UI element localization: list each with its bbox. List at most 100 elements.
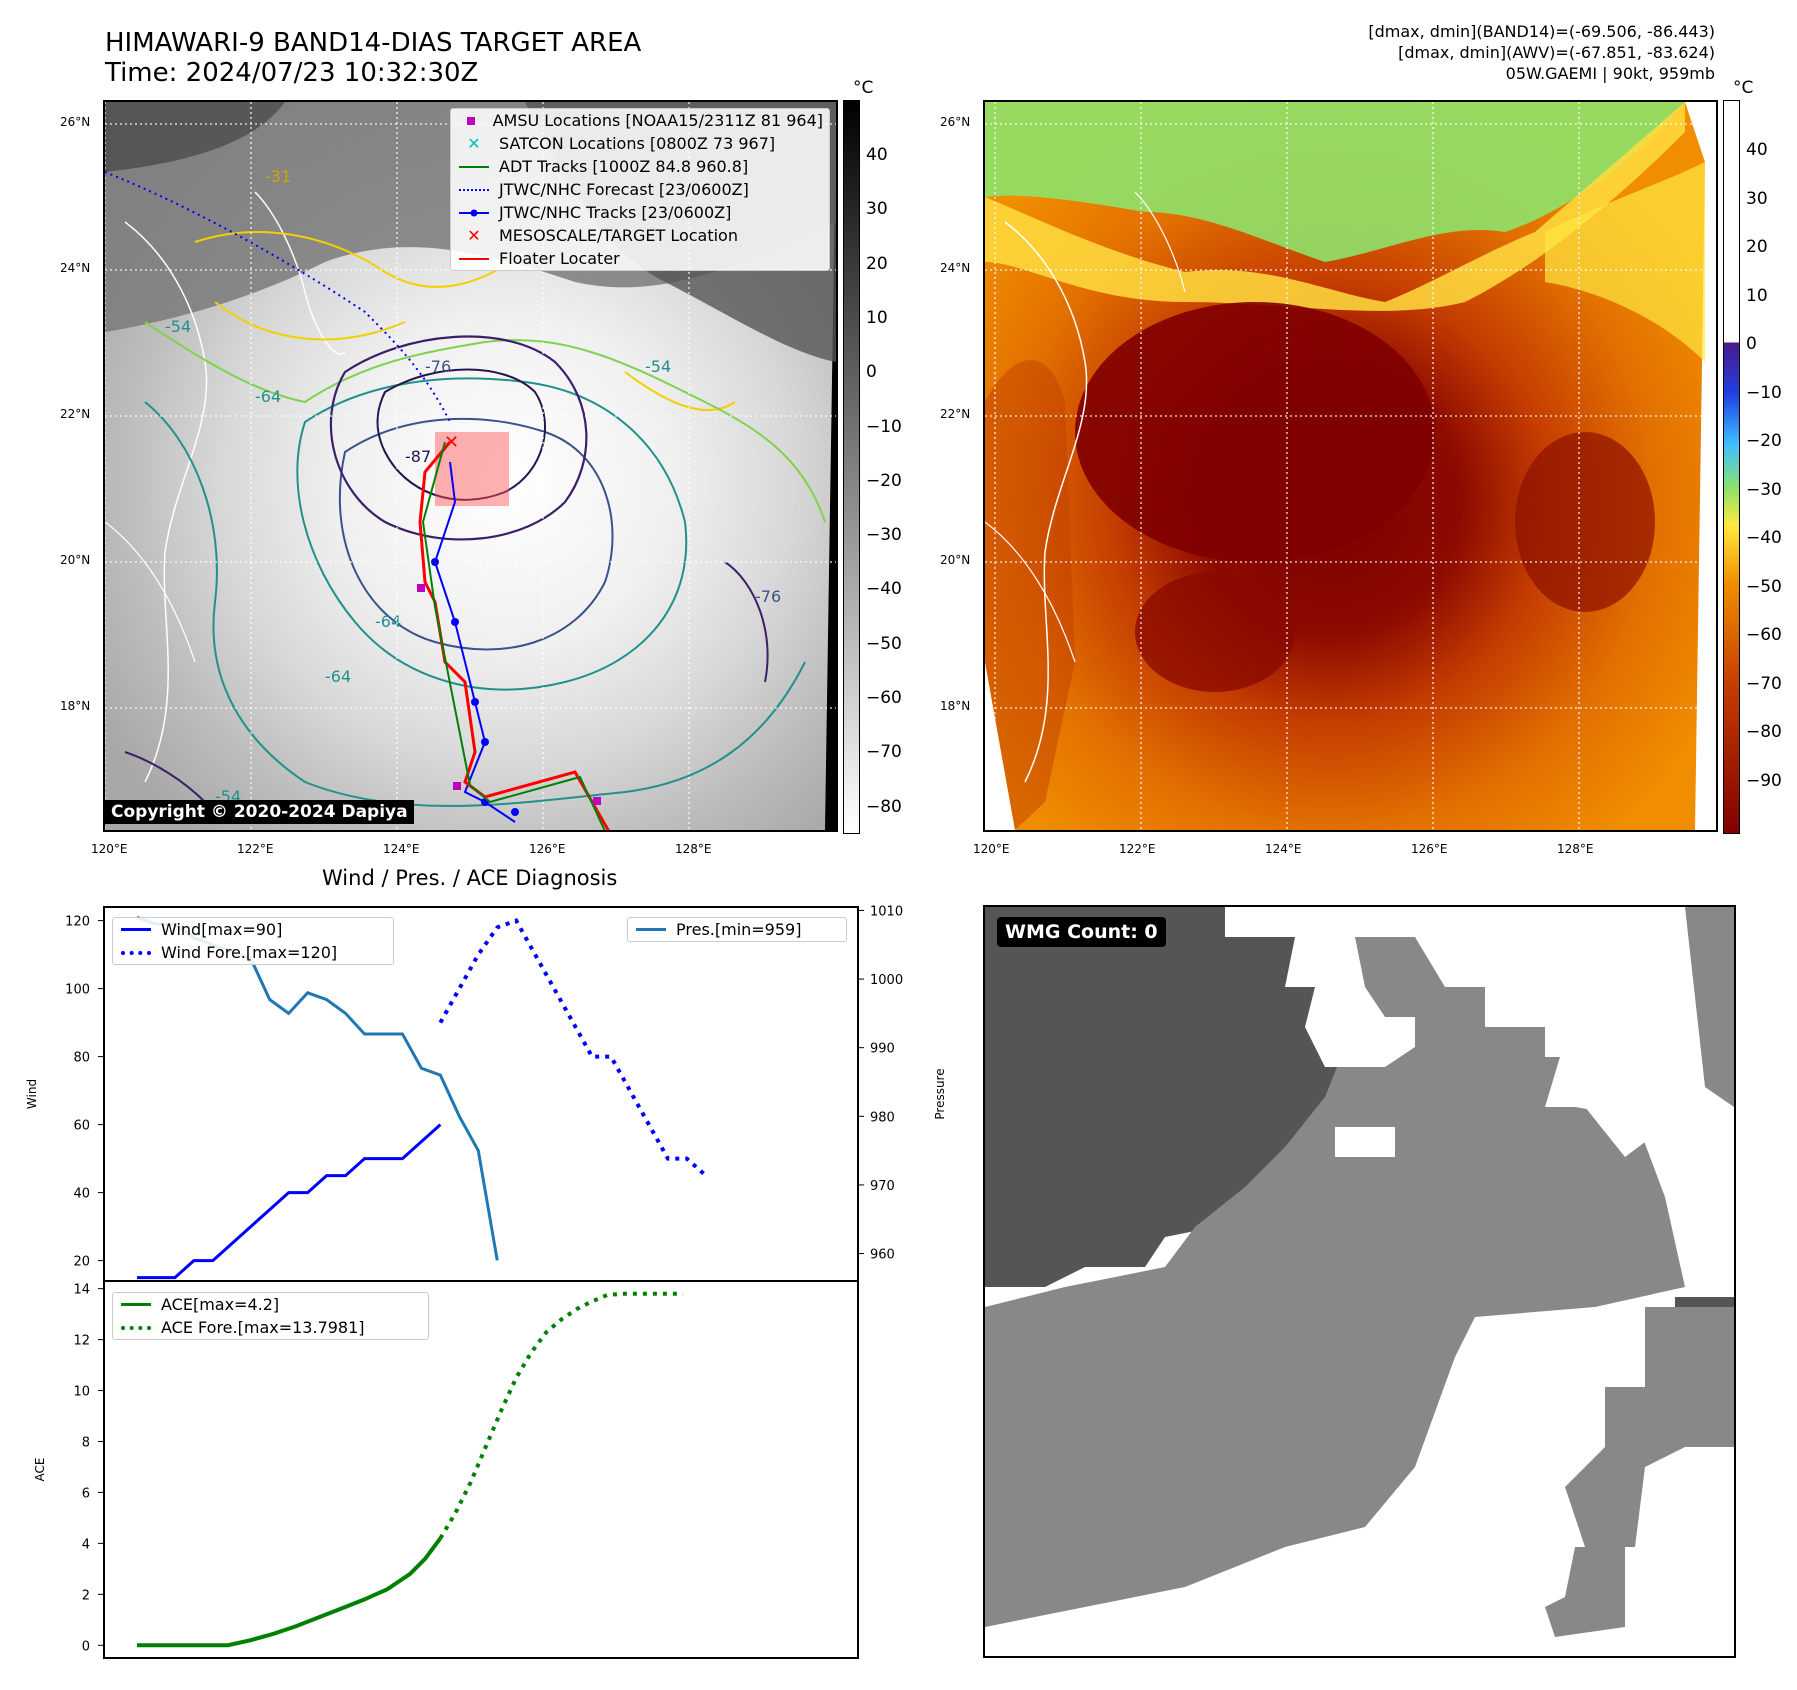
colorbar-tick: −30 [866,525,902,546]
colorbar-tick: −60 [1746,625,1782,645]
y-tick-label: 80 [73,1051,90,1066]
colorbar-tick: −20 [866,470,902,491]
copyright-label: Copyright © 2020-2024 Dapiya [105,800,414,824]
y2-axis-label: Pressure [933,1068,947,1119]
ace-series-line [137,1537,442,1648]
legend-x-icon: ✕ [467,134,481,153]
colorbar-tick: −30 [1746,479,1782,500]
lon-tick: 128°E [675,842,712,856]
y-tick-label: 0 [82,1639,90,1654]
legend-label: Floater Locater [499,249,620,268]
jtwc-track [433,461,516,823]
y-tick-label: 60 [73,1119,90,1134]
legend-line-icon [634,923,668,937]
y-axis-label: ACE [33,1458,47,1482]
lat-tick: 18°N [940,699,971,713]
wmg-panel[interactable]: WMG Count: 0 [983,905,1736,1658]
y-tick-label: 120 [65,915,90,930]
y-tick-label: 40 [73,1187,90,1202]
colorbar-left [843,100,860,834]
lon-tick: 120°E [973,842,1010,856]
legend-line-icon [119,1298,153,1312]
legend-label: SATCON Locations [0800Z 73 967] [499,134,776,153]
contour-label: -54 [645,357,671,376]
colorbar-tick: 10 [866,307,888,328]
wmg-count-label: WMG Count: 0 [997,917,1166,947]
contour-label: -76 [425,357,451,376]
y-tick-label: 10 [73,1385,90,1400]
contour-label: -64 [375,612,401,631]
legend-line-dot-icon [457,206,491,220]
lat-tick: 26°N [940,115,971,129]
colorbar-unit: °C [853,78,874,98]
colorbar-tick: 30 [1746,188,1768,209]
chart-time: Time: 2024/07/23 10:32:30Z [105,58,479,88]
info-band14: [dmax, dmin](BAND14)=(-69.506, -86.443) [1368,22,1715,41]
lon-tick: 126°E [1411,842,1448,856]
colorbar-tick: −10 [1746,382,1782,403]
legend-label: ACE[max=4.2] [161,1295,280,1314]
lat-tick: 22°N [940,407,971,421]
colorbar-tick: 40 [1746,140,1768,160]
y2-tick-label: 970 [870,1179,895,1194]
colorbar-tick: −70 [866,742,902,763]
lat-tick: 20°N [60,553,91,567]
contour-label: -64 [325,667,351,686]
lat-tick: 26°N [60,115,91,129]
awv-map-image [985,102,1716,830]
legend-dotted-icon [457,183,491,197]
diagnosis-title: Wind / Pres. / ACE Diagnosis [322,866,618,890]
lon-tick: 122°E [1119,842,1156,856]
colorbar-tick: −80 [866,796,902,817]
legend-label: JTWC/NHC Tracks [23/0600Z] [499,203,732,222]
legend-label: ACE Fore.[max=13.7981] [161,1318,365,1337]
y-tick-label: 8 [82,1435,90,1450]
legend-dotted-icon [119,946,153,960]
colorbar-tick: 20 [866,253,888,274]
legend-label: AMSU Locations [NOAA15/2311Z 81 964] [492,111,823,130]
ace-legend: ACE[max=4.2] ACE Fore.[max=13.7981] [112,1292,429,1340]
colorbar-unit: °C [1733,78,1754,98]
y2-tick-label: 960 [870,1248,895,1263]
awv-map-panel[interactable] [983,100,1718,832]
y-tick-label: 4 [82,1537,90,1552]
colorbar-tick: −20 [1746,431,1782,451]
legend-label: Wind Fore.[max=120] [161,943,338,962]
contour-label: -64 [255,387,281,406]
colorbar-tick: −40 [866,579,902,600]
chart-title: HIMAWARI-9 BAND14-DIAS TARGET AREA [105,28,642,58]
legend-square-icon [457,114,485,128]
colorbar-tick: −60 [866,688,902,708]
map-legend: AMSU Locations [NOAA15/2311Z 81 964] ✕ SA… [450,108,830,271]
contour-label: -54 [165,317,191,336]
contour-label: -87 [405,447,431,466]
wind-series-line [137,1123,442,1280]
legend-line-icon [457,160,491,174]
lon-tick: 124°E [383,842,420,856]
legend-x-icon: ✕ [467,226,481,245]
legend-label: ADT Tracks [1000Z 84.8 960.8] [499,157,749,176]
ir-map-panel[interactable]: -31 -54 -64 -76 -87 -54 -64 -76 -54 -64 [103,100,838,832]
colorbar-right [1723,100,1740,834]
lon-tick: 126°E [529,842,566,856]
colorbar-tick: 20 [1746,237,1768,257]
y2-tick-label: 1000 [870,973,903,988]
legend-label: Pres.[min=959] [676,920,802,939]
target-marker-icon: ✕ [444,432,459,453]
pressure-series-line [136,915,499,1261]
y2-tick-label: 990 [870,1042,895,1057]
y-axis-label: Wind [25,1079,39,1109]
legend-label: Wind[max=90] [161,920,283,939]
adt-track [421,441,606,830]
y-tick-label: 100 [65,983,90,998]
colorbar-tick: 10 [1746,285,1768,306]
wmg-image [985,907,1734,1637]
colorbar-tick: 40 [866,145,888,165]
colorbar-tick: −50 [866,633,902,654]
colorbar-tick: 30 [866,199,888,220]
info-storm: 05W.GAEMI | 90kt, 959mb [1505,64,1715,83]
colorbar-tick: −50 [1746,576,1782,597]
colorbar-tick: 0 [866,362,877,383]
ace-chart: 14 12 10 8 6 4 2 0 ACE [33,1280,859,1659]
